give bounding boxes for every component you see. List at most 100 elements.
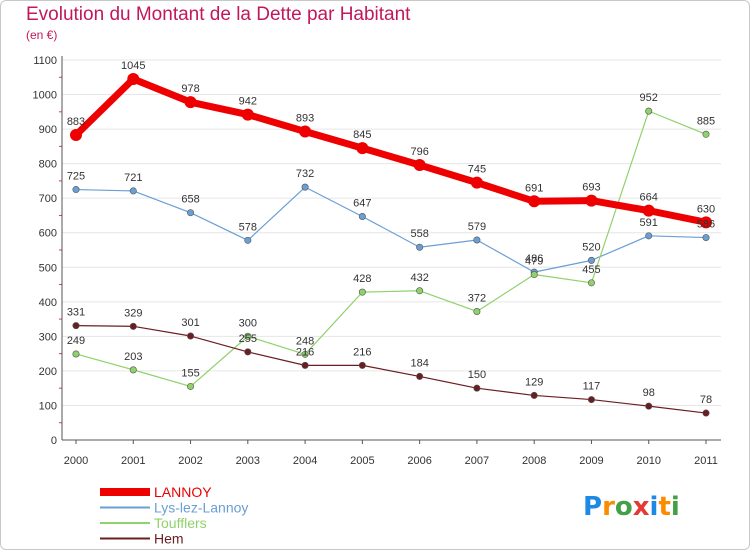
data-point	[301, 183, 309, 191]
data-point	[416, 287, 424, 295]
data-point	[187, 382, 195, 390]
x-tick-label: 2009	[579, 455, 603, 467]
data-label: 150	[468, 369, 486, 381]
data-point	[356, 142, 369, 155]
data-point	[184, 96, 197, 109]
data-point	[358, 361, 366, 369]
data-point	[585, 194, 598, 207]
data-point	[587, 279, 595, 287]
data-label: 428	[353, 273, 371, 285]
data-label: 952	[640, 92, 658, 104]
data-point	[642, 204, 655, 217]
data-point	[72, 322, 80, 330]
series-line	[75, 110, 707, 388]
x-tick-label: 2004	[293, 455, 317, 467]
data-label: 942	[239, 96, 257, 108]
logo-letter: t	[658, 492, 671, 522]
data-point	[416, 372, 424, 380]
data-label: 184	[410, 357, 428, 369]
data-point	[129, 366, 137, 374]
x-tick-label: 2005	[350, 455, 374, 467]
y-tick-label: 0	[51, 435, 57, 447]
data-point	[416, 243, 424, 251]
data-label: 98	[643, 387, 655, 399]
series-line	[75, 186, 707, 273]
data-label: 1045	[121, 60, 145, 72]
data-point	[127, 73, 140, 85]
data-label: 591	[640, 217, 658, 229]
x-tick-label: 2000	[64, 455, 88, 467]
data-point	[241, 108, 254, 121]
data-point	[528, 195, 541, 208]
y-tick-label: 200	[39, 366, 57, 378]
data-label: 883	[67, 116, 85, 128]
data-label: 658	[181, 194, 199, 206]
logo-letter: i	[670, 492, 680, 522]
x-tick-label: 2008	[522, 455, 546, 467]
data-label: 216	[353, 346, 371, 358]
data-point	[645, 402, 653, 410]
x-tick-label: 2002	[178, 455, 202, 467]
data-point	[702, 130, 710, 138]
data-label: 432	[410, 272, 428, 284]
data-point	[70, 128, 82, 141]
data-label: 203	[124, 351, 142, 363]
data-label: 117	[583, 381, 601, 393]
data-label: 558	[410, 228, 428, 240]
data-label: 693	[582, 182, 600, 194]
data-point	[301, 361, 309, 369]
data-point	[299, 125, 312, 138]
data-point	[301, 350, 309, 358]
x-tick-label: 2006	[407, 455, 431, 467]
y-tick-label: 700	[39, 193, 57, 205]
data-label: 745	[468, 164, 486, 176]
data-point	[187, 209, 195, 217]
logo-letter: i	[649, 492, 659, 522]
data-point	[72, 186, 80, 194]
logo-letter: P	[583, 492, 603, 522]
legend-label: Hem	[154, 531, 184, 547]
x-tick-label: 2001	[121, 455, 145, 467]
y-tick-label: 1100	[33, 55, 57, 67]
data-point	[470, 176, 483, 189]
data-label: 691	[525, 182, 543, 194]
chart-subtitle: (en €)	[26, 28, 58, 42]
data-point	[244, 348, 252, 356]
data-point	[587, 396, 595, 404]
logo-letter: x	[632, 492, 650, 522]
data-label: 249	[67, 335, 85, 347]
data-label: 300	[239, 317, 257, 329]
data-label: 486	[525, 253, 543, 265]
data-label: 725	[67, 171, 85, 183]
x-tick-label: 2003	[236, 455, 260, 467]
data-label: 893	[296, 113, 314, 125]
data-point	[358, 212, 366, 220]
data-label: 721	[124, 172, 142, 184]
data-label: 479	[525, 256, 543, 268]
data-label: 630	[697, 203, 715, 215]
data-point	[244, 236, 252, 244]
data-point	[702, 409, 710, 417]
data-label: 155	[181, 367, 199, 379]
data-point	[187, 332, 195, 340]
data-point	[702, 234, 710, 242]
logo-letter: o	[614, 492, 633, 522]
data-label: 732	[296, 168, 314, 180]
data-point	[473, 384, 481, 392]
y-tick-label: 500	[39, 262, 57, 274]
data-label: 579	[468, 221, 486, 233]
data-label: 845	[353, 129, 371, 141]
data-point	[700, 216, 712, 229]
data-label: 647	[353, 197, 371, 209]
data-label: 978	[181, 83, 199, 95]
data-label: 248	[296, 335, 314, 347]
data-point	[645, 107, 653, 115]
y-tick-label: 900	[39, 124, 57, 136]
data-label: 520	[582, 241, 600, 253]
data-point	[645, 232, 653, 240]
data-point	[129, 187, 137, 195]
data-point	[413, 159, 426, 172]
data-point	[530, 391, 538, 399]
y-tick-label: 100	[39, 400, 57, 412]
data-point	[473, 236, 481, 244]
